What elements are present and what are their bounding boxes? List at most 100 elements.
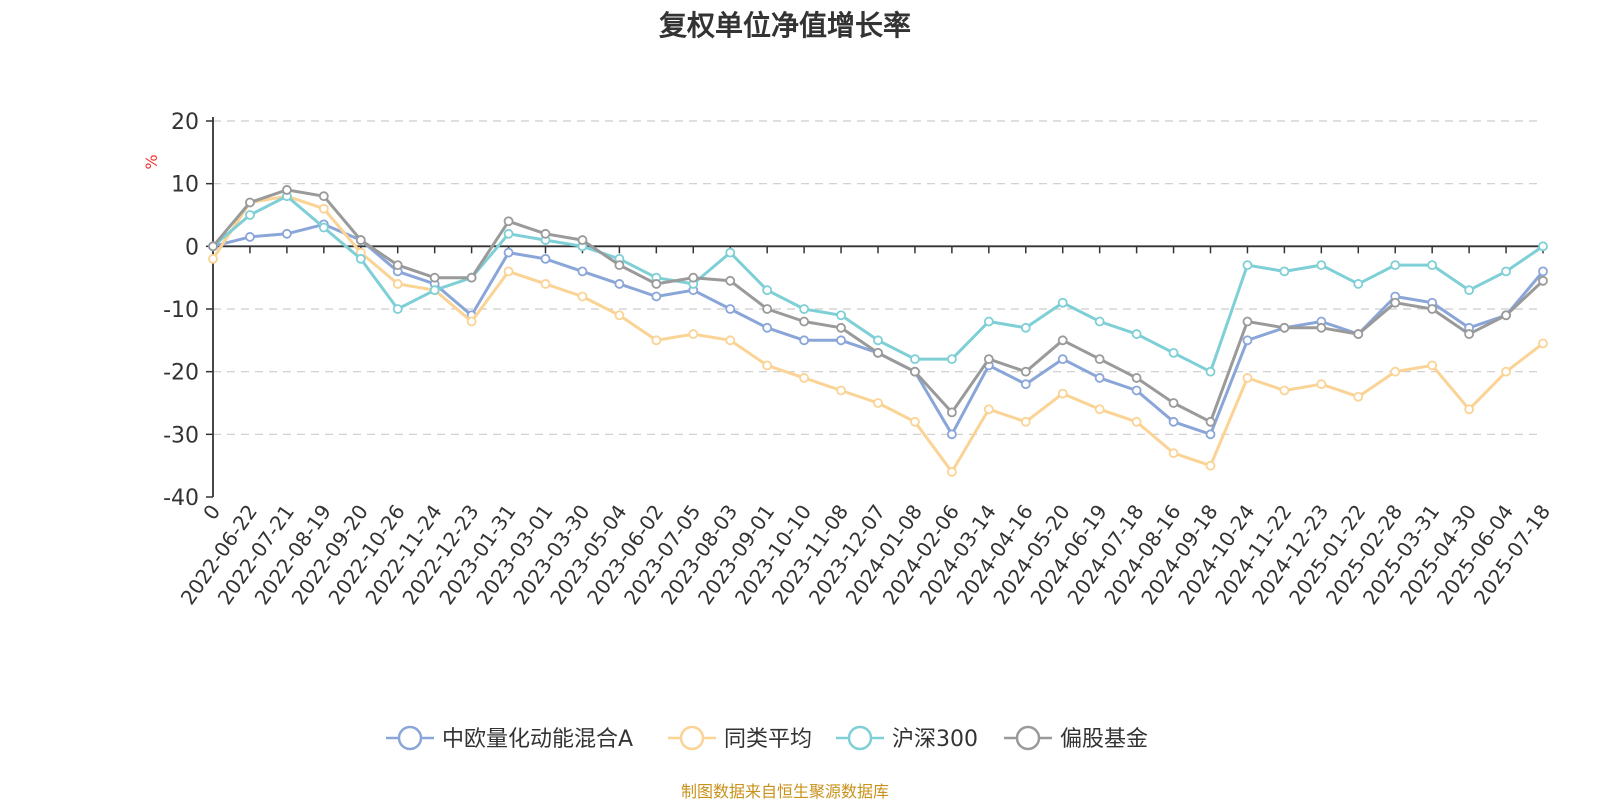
series-point	[1242, 373, 1253, 383]
series-point	[836, 385, 846, 396]
series-point	[725, 275, 736, 286]
y-tick-label: -20	[163, 361, 199, 386]
series-point	[651, 279, 662, 289]
series-point	[910, 366, 920, 377]
series-point	[503, 216, 514, 227]
series-point	[1353, 329, 1364, 339]
series-point	[1279, 266, 1290, 277]
y-tick-label: 20	[171, 110, 199, 135]
series-point	[318, 191, 329, 202]
series-point	[762, 304, 773, 314]
series-point	[1538, 275, 1548, 286]
series-point	[503, 228, 514, 239]
series-point	[1464, 329, 1475, 339]
series-point	[799, 335, 810, 346]
series-point	[1168, 398, 1179, 408]
series-point	[577, 266, 588, 277]
series-point	[503, 247, 514, 258]
series-point	[1242, 260, 1253, 271]
series-point	[1464, 404, 1475, 415]
series-point	[1353, 391, 1364, 402]
series-point	[245, 232, 255, 242]
series-line-3	[211, 188, 1545, 424]
series-line-1	[211, 194, 1545, 474]
chart-title: 复权单位净值增长率	[658, 9, 911, 42]
series-point	[1427, 360, 1438, 371]
series-point	[614, 310, 625, 321]
series-point	[466, 316, 477, 327]
series-point	[1205, 366, 1216, 377]
series-point	[577, 235, 588, 245]
series-point	[1094, 316, 1105, 327]
series-point	[946, 467, 957, 477]
series-point	[318, 203, 329, 214]
series-point	[1094, 354, 1105, 365]
series-point	[1094, 373, 1105, 383]
series-point	[1538, 266, 1548, 277]
source-note: 制图数据来自恒生聚源数据库	[680, 782, 889, 801]
series-point	[1057, 297, 1068, 308]
series-point	[1501, 366, 1511, 377]
series-point	[503, 266, 514, 277]
series-point	[1205, 460, 1216, 471]
series-point	[688, 272, 699, 283]
series-point	[983, 404, 994, 415]
series-point	[355, 235, 366, 245]
series-point	[1538, 241, 1548, 252]
series-point	[946, 429, 957, 440]
series-point	[614, 260, 625, 271]
series-point	[245, 210, 255, 220]
series-point	[245, 197, 255, 208]
series-point	[1501, 310, 1511, 321]
series-point	[1131, 329, 1142, 339]
series-point	[540, 228, 551, 239]
series-point	[1464, 285, 1475, 296]
legend-label-1: 同类平均	[724, 727, 812, 752]
series-point	[946, 354, 957, 365]
series-point	[1242, 335, 1253, 346]
series-point	[392, 260, 403, 271]
series-point	[836, 335, 846, 346]
y-tick-label: 0	[185, 235, 199, 260]
series-point	[429, 272, 440, 283]
series-point	[762, 360, 773, 371]
series-point	[355, 253, 366, 264]
series-point	[1242, 316, 1253, 327]
legend-symbol-marker	[1015, 725, 1041, 751]
y-tick-label: -10	[163, 298, 199, 323]
series-point	[1020, 322, 1031, 333]
series-point	[1501, 266, 1511, 277]
series-point	[983, 316, 994, 327]
series-point	[392, 279, 403, 289]
series-point	[1390, 366, 1401, 377]
series-point	[1279, 385, 1290, 396]
series-point	[799, 373, 810, 383]
series-point	[873, 335, 883, 346]
series-point	[1390, 260, 1401, 271]
series-point	[910, 416, 920, 427]
y-tick-label: 10	[171, 173, 199, 198]
series-point	[946, 407, 957, 418]
series-point	[466, 272, 477, 283]
series-point	[1316, 379, 1327, 390]
series-point	[1057, 354, 1068, 365]
legend-label-3: 偏股基金	[1060, 727, 1148, 752]
series-point	[873, 347, 883, 358]
series-point	[208, 241, 218, 252]
legend-symbol-marker	[397, 725, 423, 751]
series-point	[1168, 448, 1179, 459]
legend-label-2: 沪深300	[892, 727, 978, 752]
series-point	[1205, 429, 1216, 440]
legend-symbol-marker	[679, 725, 705, 751]
series-point	[910, 354, 920, 365]
series-point	[725, 335, 736, 346]
series-point	[429, 285, 440, 296]
series-point	[651, 291, 662, 302]
series-point	[318, 222, 329, 233]
series-point	[651, 335, 662, 346]
series-point	[983, 354, 994, 365]
series-point	[725, 247, 736, 258]
series-point	[1538, 338, 1548, 349]
series-point	[836, 322, 846, 333]
legend-symbol-marker	[847, 725, 873, 751]
